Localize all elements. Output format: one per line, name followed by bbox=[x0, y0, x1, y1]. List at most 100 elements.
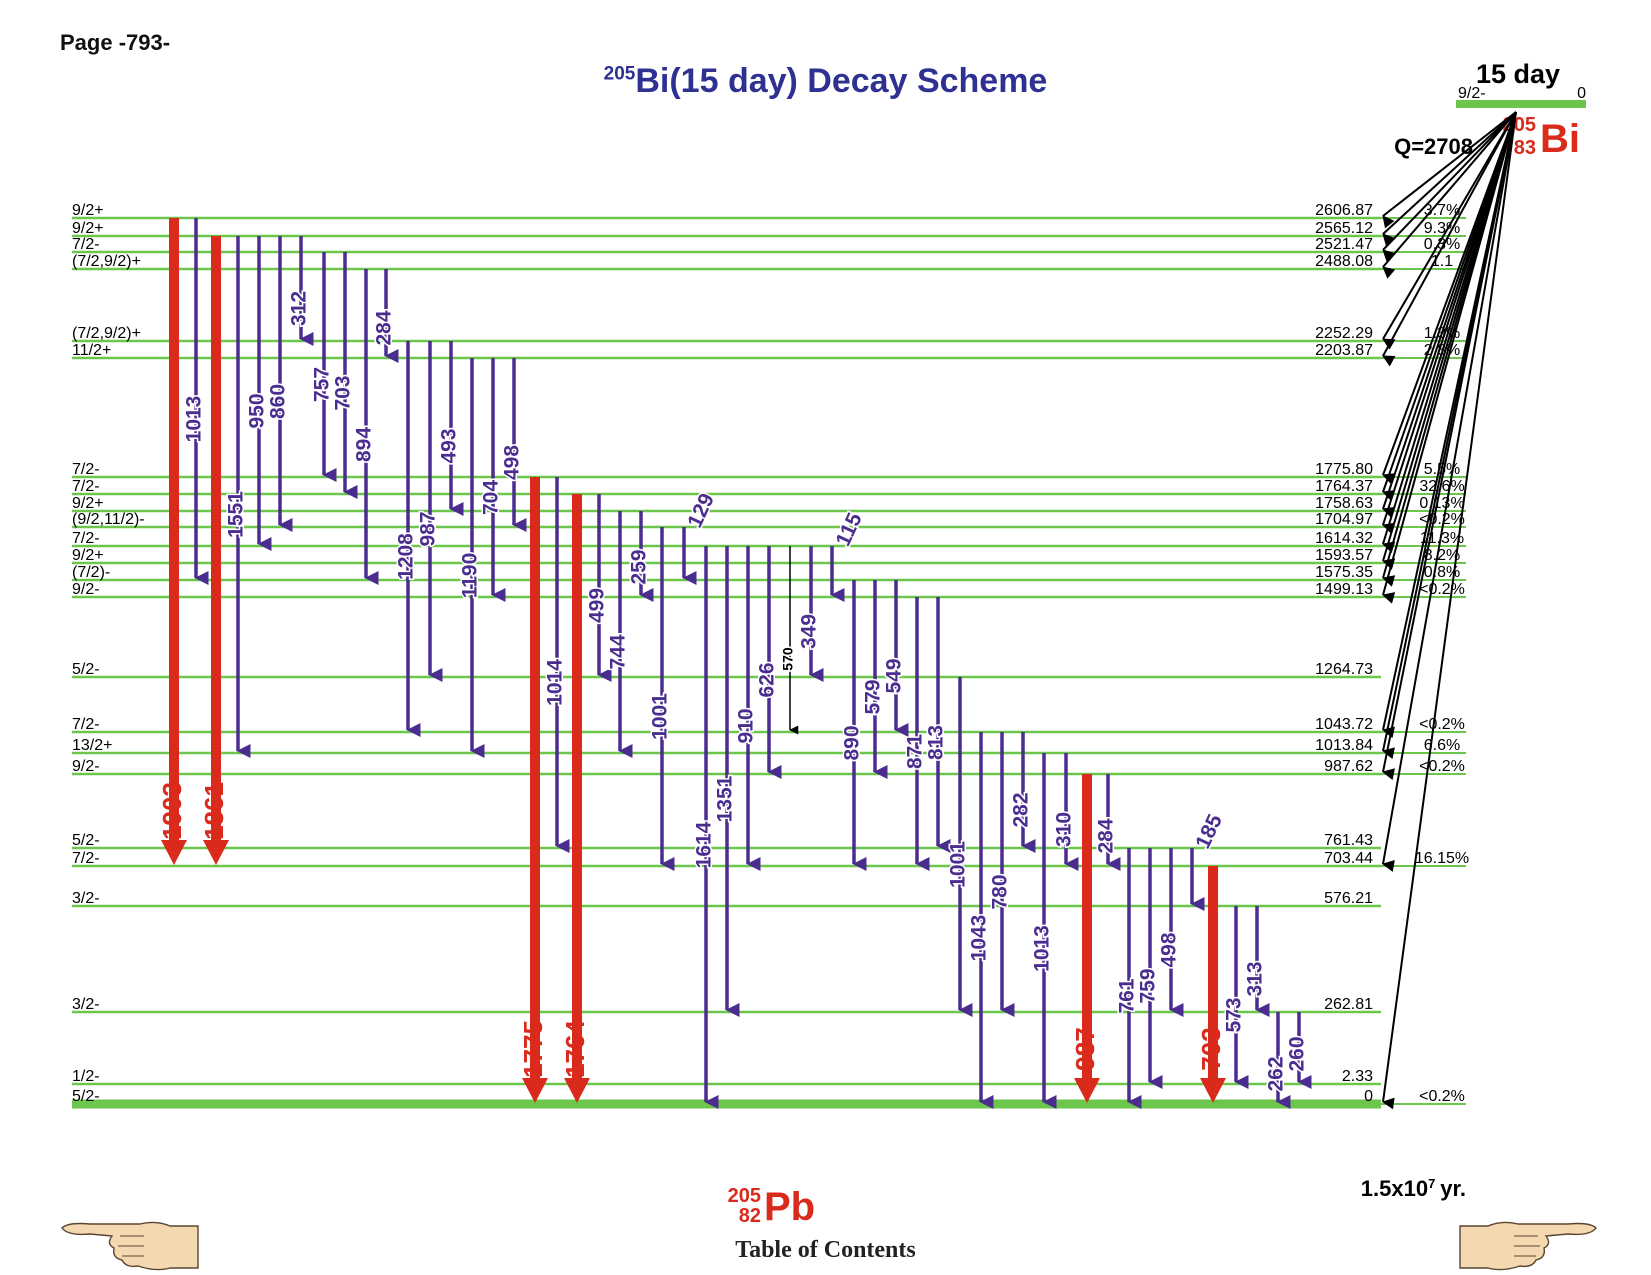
level-energy: 262.81 bbox=[1324, 996, 1373, 1013]
gamma-energy-label: 704 bbox=[480, 480, 503, 515]
level-energy: 0 bbox=[1364, 1088, 1373, 1105]
gamma-energy-label: 1861 bbox=[199, 782, 229, 840]
page-title: 205Bi(15 day) Decay Scheme bbox=[0, 62, 1651, 101]
beta-branch bbox=[1382, 111, 1517, 229]
level-spin: 13/2+ bbox=[72, 737, 112, 754]
gamma-energy-label: 1014 bbox=[544, 659, 567, 706]
level-spin: 7/2- bbox=[72, 850, 100, 867]
level-spin: 1/2- bbox=[72, 1068, 100, 1085]
level-spin: 3/2- bbox=[72, 996, 100, 1013]
beta-feeding: <0.2% bbox=[1419, 581, 1465, 598]
gamma-arrowhead bbox=[1074, 1078, 1100, 1103]
gamma-energy-label: 871 bbox=[904, 734, 927, 769]
gamma-energy-label: 703 bbox=[332, 375, 355, 410]
gamma-energy-label: 757 bbox=[311, 367, 334, 402]
beta-branch bbox=[1382, 111, 1517, 604]
beta-branch bbox=[1382, 111, 1517, 247]
gamma-energy-label: 987 bbox=[1070, 1027, 1100, 1070]
gamma-energy-label: 185 bbox=[1191, 811, 1227, 853]
gamma-energy-label: 129 bbox=[683, 490, 719, 531]
beta-branch bbox=[1382, 111, 1517, 262]
daughter-symbol: Pb bbox=[764, 1185, 815, 1229]
gamma-energy-label: 1551 bbox=[225, 491, 248, 538]
gamma-energy-label: 579 bbox=[862, 679, 885, 714]
gamma-energy-label: 987 bbox=[417, 511, 440, 546]
level-energy: 1704.97 bbox=[1315, 511, 1373, 528]
gamma-energy-label: 284 bbox=[373, 310, 396, 345]
beta-feeding: 16.15% bbox=[1415, 850, 1469, 867]
gamma-transition-strong bbox=[1208, 866, 1218, 1080]
gamma-energy-label: 1775 bbox=[518, 1020, 548, 1078]
gamma-energy-label: 284 bbox=[1095, 818, 1118, 853]
level-spin: 9/2+ bbox=[72, 495, 104, 512]
level-spin: (9/2,11/2)- bbox=[72, 511, 145, 528]
title-text: Bi(15 day) Decay Scheme bbox=[635, 62, 1048, 100]
table-of-contents-link[interactable]: Table of Contents bbox=[735, 1237, 916, 1263]
level-energy: 1758.63 bbox=[1315, 495, 1373, 512]
level-spin: (7/2,9/2)+ bbox=[72, 253, 141, 270]
gamma-transition-strong bbox=[211, 236, 221, 842]
gamma-energy-label: 1208 bbox=[395, 533, 418, 580]
level-spin: 11/2+ bbox=[72, 342, 111, 359]
level-spin: 7/2- bbox=[72, 530, 100, 547]
gamma-energy-label: 1043 bbox=[968, 915, 991, 962]
level-energy: 1764.37 bbox=[1315, 478, 1373, 495]
level-spin: (7/2)- bbox=[72, 564, 110, 581]
daughter-atomic-number: 82 bbox=[739, 1205, 761, 1227]
gamma-arrowhead bbox=[161, 840, 187, 865]
gamma-arrowhead bbox=[522, 1078, 548, 1103]
pointing-hand-left-icon[interactable] bbox=[60, 1212, 200, 1272]
level-energy: 1499.13 bbox=[1315, 581, 1373, 598]
gamma-energy-label: 310 bbox=[1053, 812, 1076, 847]
page-number: Page -793- bbox=[60, 30, 171, 55]
gamma-energy-label: 759 bbox=[1137, 968, 1160, 1003]
parent-symbol: Bi bbox=[1540, 117, 1580, 161]
beta-feeding: 0.3% bbox=[1424, 236, 1460, 253]
gamma-energy-label: 1013 bbox=[183, 396, 206, 443]
gamma-energy-label: 910 bbox=[735, 708, 758, 743]
gamma-energy-label: 1614 bbox=[693, 821, 716, 868]
level-energy: 2565.12 bbox=[1315, 220, 1373, 237]
gamma-energy-label: 950 bbox=[246, 393, 269, 428]
gamma-transition-strong bbox=[169, 218, 179, 842]
level-energy: 2488.08 bbox=[1315, 253, 1373, 270]
gamma-energy-label: 570 bbox=[780, 647, 796, 671]
pointing-hand-right-icon[interactable] bbox=[1458, 1212, 1598, 1272]
beta-feeding: 8.2% bbox=[1424, 547, 1460, 564]
gamma-energy-label: 1013 bbox=[1031, 925, 1054, 972]
gamma-arrowhead bbox=[1200, 1078, 1226, 1103]
level-spin: 9/2+ bbox=[72, 202, 104, 219]
gamma-energy-label: 493 bbox=[438, 428, 461, 463]
beta-branch bbox=[1382, 111, 1517, 367]
level-energy: 2.33 bbox=[1342, 1068, 1373, 1085]
level-spin: 9/2- bbox=[72, 758, 100, 775]
level-spin: 9/2+ bbox=[72, 547, 104, 564]
level-energy: 703.44 bbox=[1324, 850, 1373, 867]
level-energy: 1013.84 bbox=[1315, 737, 1373, 754]
level-spin: 7/2- bbox=[72, 236, 100, 253]
gamma-energy-label: 1001 bbox=[649, 693, 672, 740]
level-energy: 1775.80 bbox=[1315, 461, 1373, 478]
beta-feeding: <0.2% bbox=[1419, 1088, 1465, 1105]
level-spin: 7/2- bbox=[72, 461, 100, 478]
gamma-energy-label: 1903 bbox=[157, 782, 187, 840]
gamma-energy-label: 260 bbox=[1286, 1036, 1309, 1071]
gamma-energy-label: 573 bbox=[1223, 997, 1246, 1032]
gamma-arrowhead bbox=[203, 840, 229, 865]
gamma-energy-label: 1001 bbox=[947, 841, 970, 888]
gamma-transition-strong bbox=[1082, 774, 1092, 1080]
gamma-energy-label: 312 bbox=[288, 291, 311, 326]
beta-feeding: 6.6% bbox=[1424, 737, 1460, 754]
beta-feeding: 32.6% bbox=[1419, 478, 1464, 495]
gamma-energy-label: 626 bbox=[756, 662, 779, 697]
gamma-transition-strong bbox=[572, 494, 582, 1080]
gamma-energy-label: 498 bbox=[1158, 932, 1181, 967]
gamma-energy-label: 1351 bbox=[714, 775, 737, 822]
gamma-energy-label: 349 bbox=[798, 614, 821, 649]
beta-feeding: 3.7% bbox=[1424, 202, 1460, 219]
level-energy: 2521.47 bbox=[1315, 236, 1373, 253]
gamma-energy-label: 860 bbox=[267, 384, 290, 419]
level-energy: 1593.57 bbox=[1315, 547, 1373, 564]
gamma-energy-label: 813 bbox=[925, 725, 948, 760]
